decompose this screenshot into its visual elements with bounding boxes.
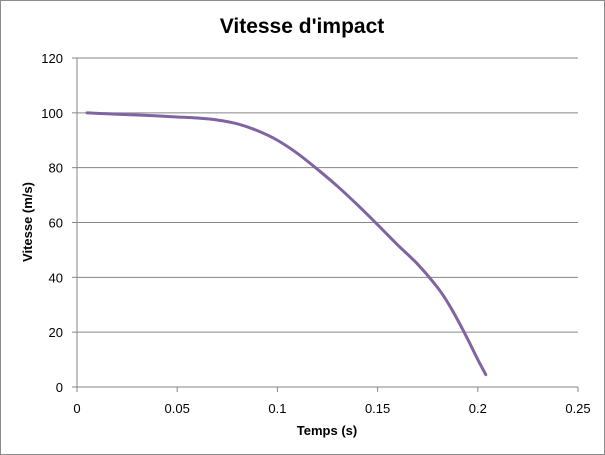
y-tick-label: 0 bbox=[56, 380, 63, 395]
y-tick-label: 20 bbox=[49, 325, 63, 340]
y-tick-label: 120 bbox=[41, 51, 63, 66]
data-point bbox=[96, 112, 99, 115]
x-tick-label: 0.2 bbox=[469, 401, 487, 416]
data-point bbox=[446, 301, 449, 304]
data-point bbox=[236, 122, 239, 125]
data-point bbox=[86, 111, 89, 114]
data-point bbox=[296, 152, 299, 155]
data-point bbox=[156, 114, 159, 117]
data-point bbox=[336, 185, 339, 188]
data-point bbox=[466, 338, 469, 341]
data-point bbox=[416, 263, 419, 266]
data-point bbox=[396, 244, 399, 247]
gridlines bbox=[77, 57, 578, 333]
x-tick-label: 0.05 bbox=[165, 401, 190, 416]
x-tick-label: 0.15 bbox=[365, 401, 390, 416]
y-tick-label: 80 bbox=[49, 161, 63, 176]
y-tick-label: 40 bbox=[49, 270, 63, 285]
y-tick-label: 100 bbox=[41, 106, 63, 121]
y-axis-label: Vitesse (m/s) bbox=[20, 182, 35, 262]
data-point bbox=[176, 116, 179, 119]
y-axis-ticks: 0 20 40 60 80 100 120 bbox=[41, 51, 77, 395]
x-axis-ticks: 0 0.05 0.1 0.15 0.2 0.25 bbox=[73, 387, 591, 416]
data-point bbox=[116, 113, 119, 116]
y-tick-label: 60 bbox=[49, 216, 63, 231]
x-tick-label: 0.25 bbox=[565, 401, 590, 416]
x-tick-label: 0 bbox=[73, 401, 80, 416]
data-point bbox=[216, 119, 219, 122]
data-point bbox=[476, 358, 479, 361]
series-group bbox=[85, 111, 488, 377]
data-point bbox=[376, 223, 379, 226]
chart-title: Vitesse d'impact bbox=[220, 15, 385, 38]
data-point bbox=[484, 373, 487, 376]
data-point bbox=[436, 286, 439, 289]
data-point bbox=[316, 168, 319, 171]
x-axis-label: Temps (s) bbox=[297, 423, 357, 438]
data-point bbox=[356, 204, 359, 207]
data-point bbox=[196, 117, 199, 120]
data-point bbox=[276, 139, 279, 142]
x-tick-label: 0.1 bbox=[268, 401, 286, 416]
data-point bbox=[256, 129, 259, 132]
data-point bbox=[136, 114, 139, 117]
series-line bbox=[85, 111, 488, 377]
data-point bbox=[456, 319, 459, 322]
